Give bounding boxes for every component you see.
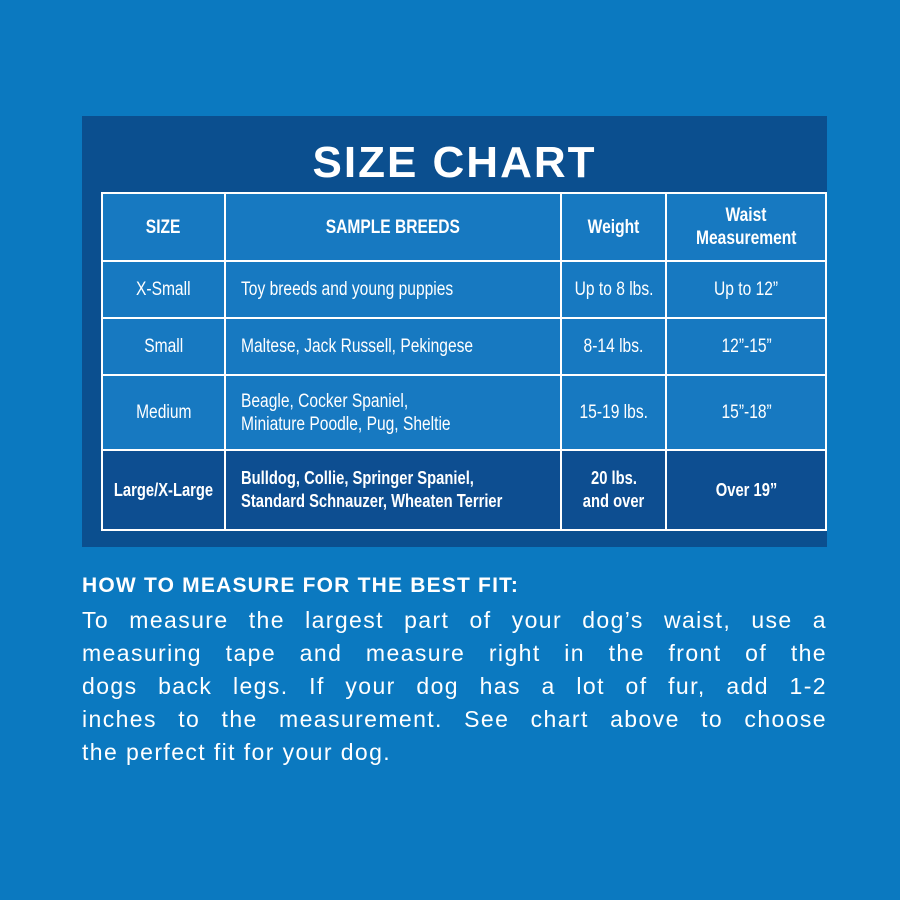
table-row: Medium Beagle, Cocker Spaniel, Miniature P…	[100, 374, 827, 451]
cell-text: Up to 12”	[714, 279, 779, 300]
table-cell: Maltese, Jack Russell, Pekingese	[224, 317, 562, 376]
header-row: SIZE SAMPLE BREEDS Weight Waist Measurement	[100, 192, 827, 262]
table-cell: Large/X-Large	[100, 449, 227, 531]
cell-text: Toy breeds and young puppies	[241, 279, 454, 300]
cell-text: Medium	[135, 402, 192, 423]
cell-text: 8-14 lbs.	[583, 336, 644, 357]
cell-text: Maltese, Jack Russell, Pekingese	[241, 336, 474, 357]
text-line: measuring tape and measure right in the …	[82, 640, 827, 666]
instructions-text: To measure the largest part of your dog’…	[82, 604, 827, 769]
table-row: Small Maltese, Jack Russell, Pekingese 8-1…	[100, 317, 827, 376]
table-cell: X-Small	[100, 260, 227, 319]
header-cell: Waist Measurement	[665, 192, 827, 262]
table-cell: 8-14 lbs.	[559, 317, 668, 376]
size-chart-panel: SIZE CHART SIZE SAMPLE BREEDS Weight Waist M…	[82, 116, 827, 547]
table-cell: Up to 8 lbs.	[559, 260, 668, 319]
instructions: HOW TO MEASURE FOR THE BEST FIT: To meas…	[82, 574, 827, 769]
size-table: SIZE SAMPLE BREEDS Weight Waist Measurement X…	[100, 192, 827, 531]
cell-text: 12”-15”	[721, 336, 772, 357]
table-cell: Up to 12”	[665, 260, 827, 319]
table-cell: 15-19 lbs.	[559, 374, 668, 451]
table-cell: 15”-18”	[665, 374, 827, 451]
table-row: X-Small Toy breeds and young puppies Up to…	[100, 260, 827, 319]
text-line: To measure the largest part of your dog’…	[82, 607, 827, 633]
table-cell: Bulldog, Collie, Springer Spaniel, Standa…	[224, 449, 562, 531]
cell-text: Bulldog, Collie, Springer Spaniel,	[241, 468, 474, 488]
cell-text: Small	[144, 336, 184, 357]
header-cell: SIZE	[100, 192, 227, 262]
cell-text: Beagle, Cocker Spaniel,	[241, 390, 409, 412]
title: SIZE CHART	[312, 138, 597, 187]
cell-text: Standard Schnauzer, Wheaten Terrier	[241, 491, 503, 511]
cell-text: 20 lbs.	[590, 468, 637, 488]
table-cell: Small	[100, 317, 227, 376]
cell-text: Measurement	[695, 228, 797, 249]
cell-text: SAMPLE BREEDS	[325, 216, 461, 238]
cell-text: Large/X-Large	[113, 479, 214, 500]
cell-text: Weight	[587, 216, 640, 238]
text-line: the perfect fit for your dog.	[82, 739, 392, 765]
table-cell: Beagle, Cocker Spaniel, Miniature Poodle,…	[224, 374, 562, 451]
text-line: inches to the measurement. See chart abo…	[82, 706, 827, 732]
cell-text: Up to 8 lbs.	[574, 279, 653, 300]
table-cell: 12”-15”	[665, 317, 827, 376]
table-cell: Medium	[100, 374, 227, 451]
cell-text: Miniature Poodle, Pug, Sheltie	[241, 413, 451, 435]
cell-text: SIZE	[146, 216, 181, 238]
table-cell: Toy breeds and young puppies	[224, 260, 562, 319]
table-cell: 20 lbs. and over	[559, 449, 668, 531]
header-cell: Weight	[559, 192, 668, 262]
instructions-heading: HOW TO MEASURE FOR THE BEST FIT:	[82, 574, 520, 597]
cell-text: Over 19”	[715, 479, 777, 500]
cell-text: Waist	[725, 205, 767, 226]
cell-text: 15-19 lbs.	[579, 402, 648, 423]
table-row: Large/X-Large Bulldog, Collie, Springer S…	[100, 449, 827, 531]
cell-text: and over	[582, 491, 645, 511]
cell-text: 15”-18”	[721, 402, 772, 423]
cell-text: X-Small	[136, 279, 191, 300]
text-line: dogs back legs. If your dog has a lot of…	[82, 673, 827, 699]
header-cell: SAMPLE BREEDS	[224, 192, 562, 262]
table-cell: Over 19”	[665, 449, 827, 531]
